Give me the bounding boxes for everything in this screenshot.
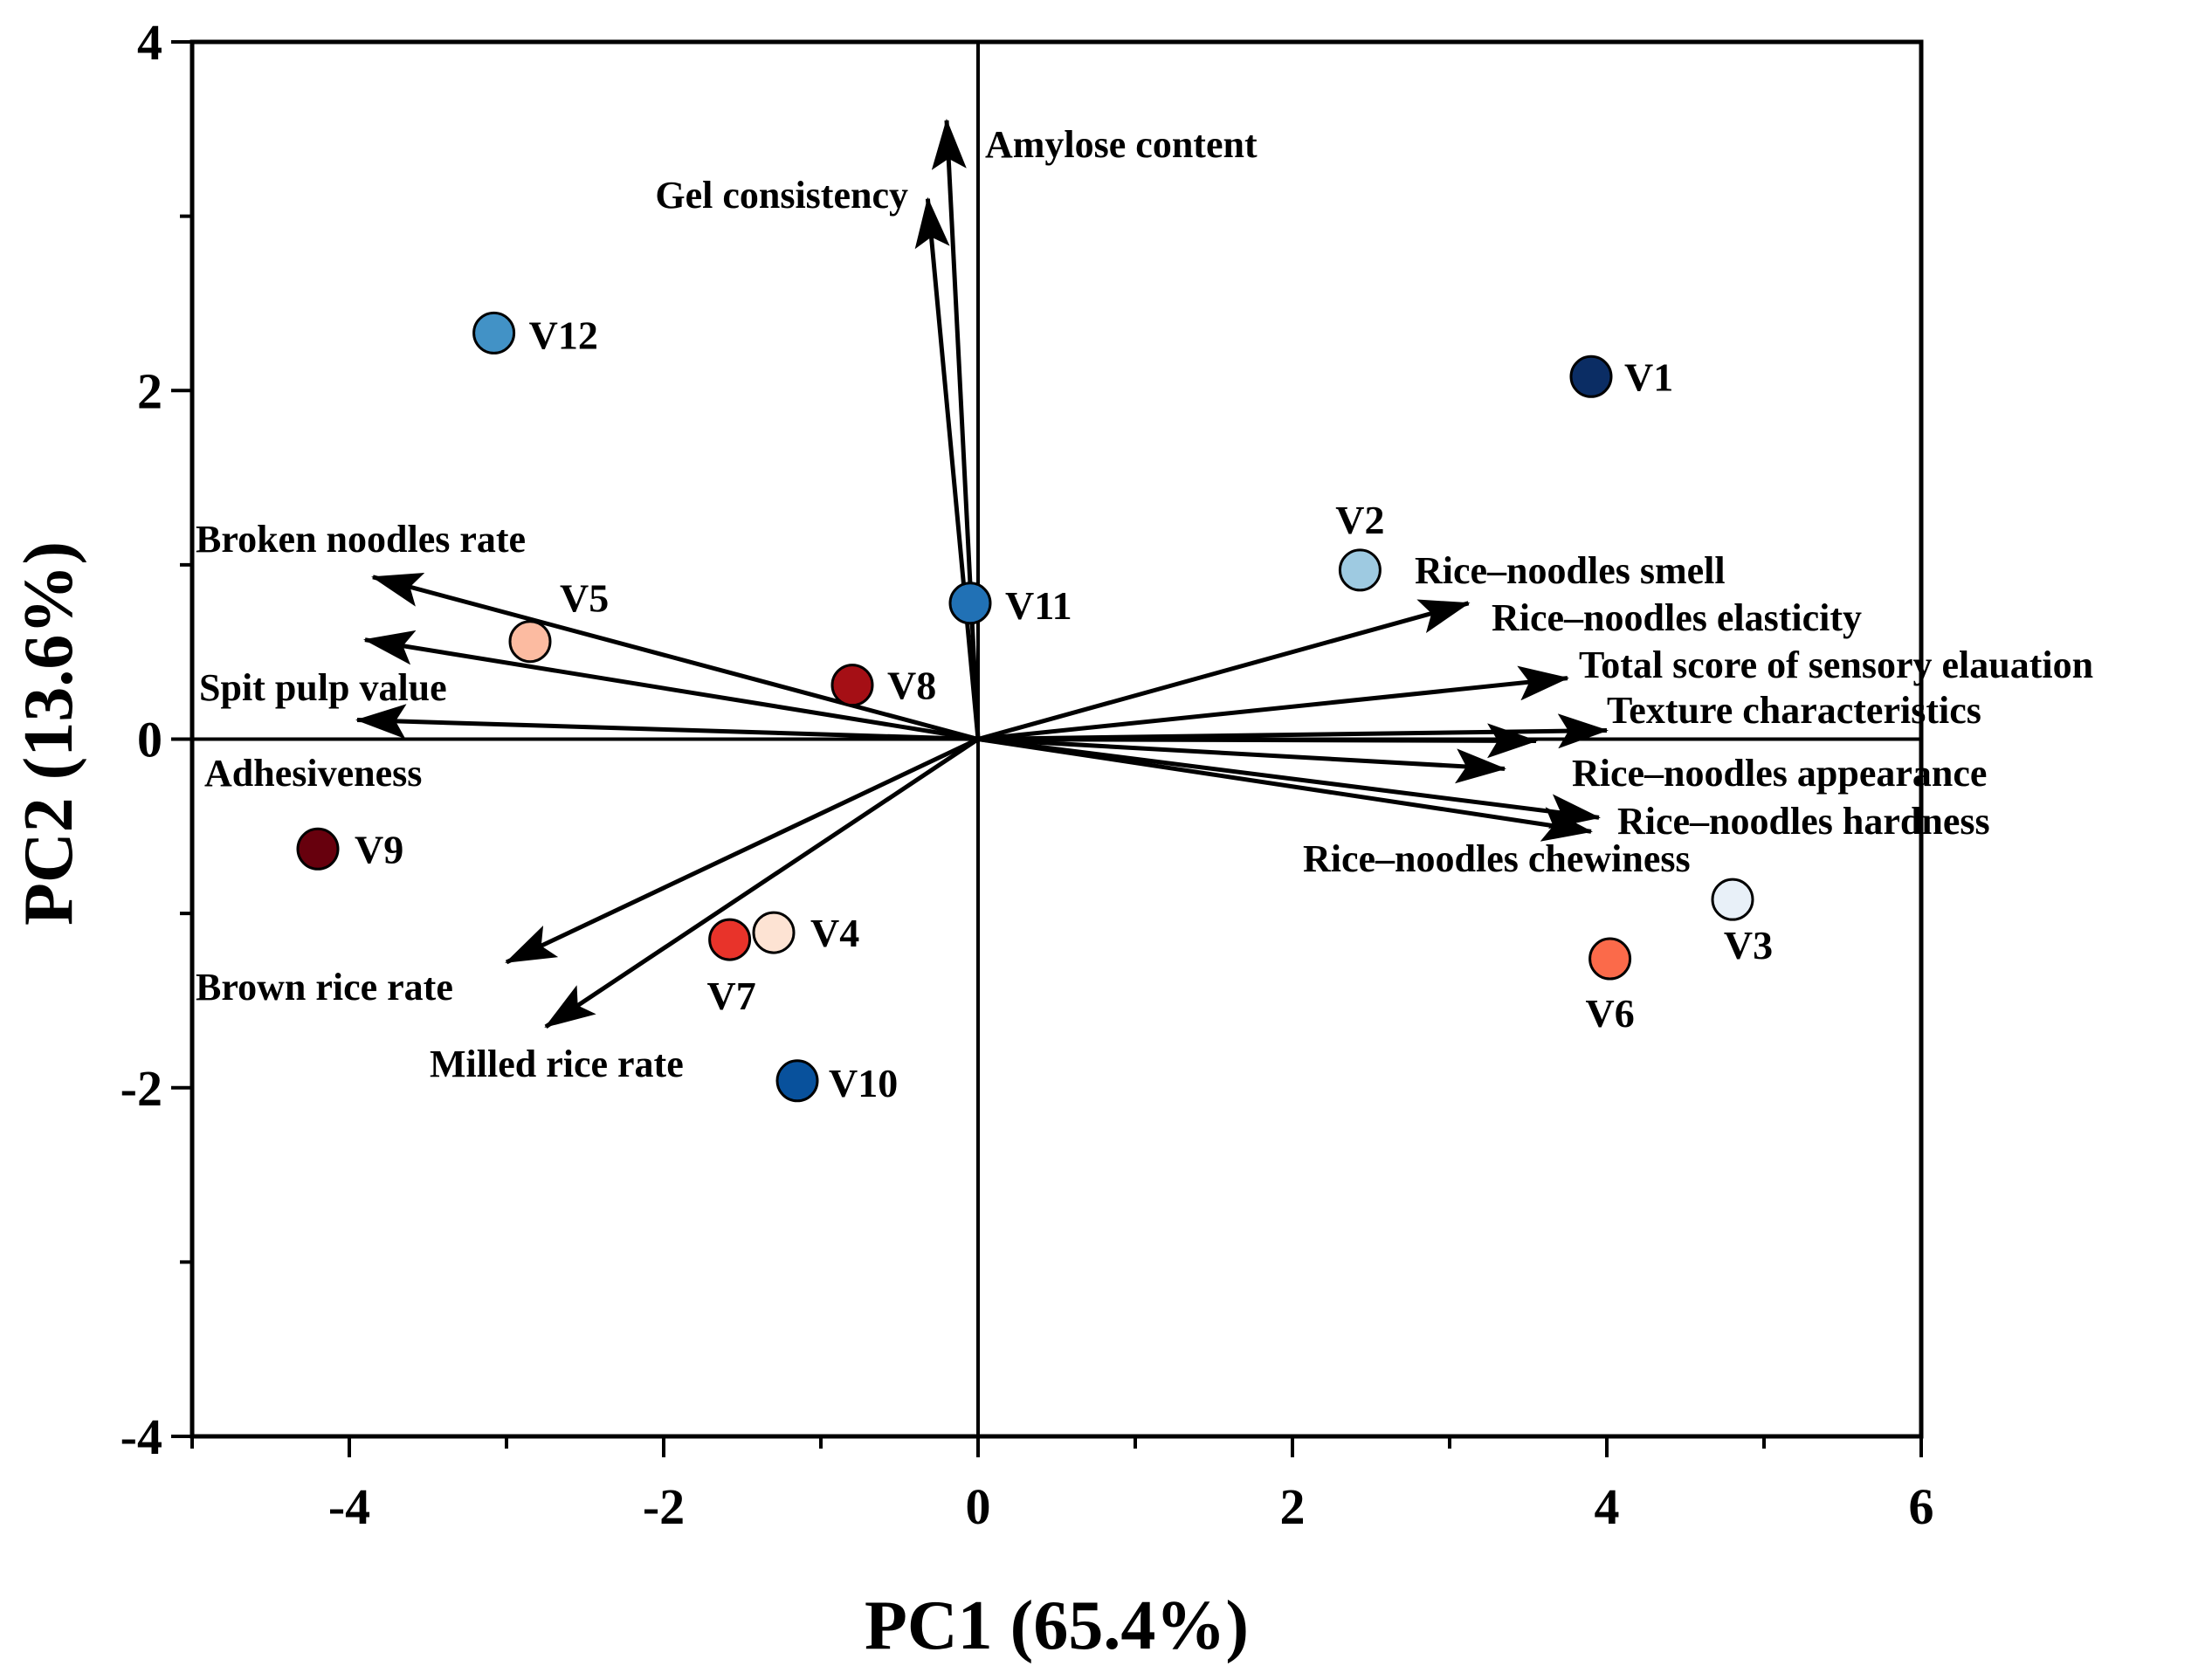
loading-label: Rice–noodles appearance xyxy=(1572,752,1987,795)
x-tick-label: 0 xyxy=(966,1478,991,1535)
sample-point-v4 xyxy=(752,911,796,954)
loading-arrow xyxy=(977,665,1569,741)
sample-point-v5 xyxy=(508,620,552,664)
loading-label: Rice–noodles elasticity xyxy=(1492,596,1862,639)
sample-label: V6 xyxy=(1585,991,1634,1036)
sample-label: V7 xyxy=(706,974,755,1018)
y-tick-label: -2 xyxy=(121,1060,162,1117)
loading-label: Broken noodles rate xyxy=(196,518,526,561)
loading-arrow xyxy=(977,737,1506,784)
sample-point-v1 xyxy=(1569,355,1613,398)
loading-label: Rice–noodles smell xyxy=(1415,549,1726,592)
loading-label: Total score of sensory elauation xyxy=(1579,644,2093,686)
sample-label: V12 xyxy=(529,313,598,357)
x-tick-label: -4 xyxy=(328,1478,370,1535)
x-axis-title: PC1 (65.4%) xyxy=(865,1587,1249,1664)
sample-point-v8 xyxy=(830,664,874,707)
loading-arrow xyxy=(977,737,1593,842)
loading-label: Milled rice rate xyxy=(430,1043,684,1085)
loading-arrow xyxy=(505,737,980,965)
sample-point-v9 xyxy=(296,827,340,871)
loading-arrow xyxy=(977,599,1471,741)
y-tick-label: 2 xyxy=(137,362,162,419)
sample-point-v3 xyxy=(1711,878,1754,921)
loading-arrow xyxy=(355,704,979,741)
loading-arrow xyxy=(914,196,981,740)
sample-label: V9 xyxy=(355,827,403,871)
x-tick-label: 2 xyxy=(1280,1478,1306,1535)
y-tick-label: -4 xyxy=(121,1408,162,1465)
loading-arrow xyxy=(544,737,980,1029)
loading-arrow xyxy=(363,630,979,741)
y-tick-label: 0 xyxy=(137,712,162,768)
sample-label: V4 xyxy=(810,911,859,955)
sample-label: V2 xyxy=(1335,498,1384,542)
loading-label: Brown rice rate xyxy=(196,966,453,1009)
sample-label: V1 xyxy=(1624,355,1673,399)
sample-label: V10 xyxy=(829,1061,898,1105)
x-tick-label: -2 xyxy=(643,1478,685,1535)
loading-label: Rice–noodles hardness xyxy=(1617,800,1990,843)
y-tick-label: 4 xyxy=(137,14,162,71)
sample-label: V11 xyxy=(1005,583,1072,628)
loading-label: Amylose content xyxy=(985,123,1258,166)
sample-point-v11 xyxy=(948,582,992,625)
loading-label: Rice–noodles chewiness xyxy=(1303,837,1691,880)
loading-arrow xyxy=(371,573,979,741)
sample-label: V3 xyxy=(1724,923,1773,967)
sample-point-v6 xyxy=(1588,937,1632,981)
sample-point-v7 xyxy=(708,918,752,961)
loading-label: Adhesiveness xyxy=(204,752,422,795)
sample-point-v10 xyxy=(775,1059,819,1103)
sample-point-v2 xyxy=(1338,548,1382,592)
x-tick-label: 6 xyxy=(1909,1478,1934,1535)
sample-label: V5 xyxy=(560,576,609,621)
loading-arrow xyxy=(931,118,981,740)
loading-arrow xyxy=(977,737,1601,830)
loading-label: Texture characteristics xyxy=(1607,689,1981,732)
sample-point-v12 xyxy=(472,311,516,355)
loading-label: Spit pulp value xyxy=(199,666,447,709)
sample-label: V8 xyxy=(887,664,936,708)
x-tick-label: 4 xyxy=(1595,1478,1620,1535)
y-axis-title: PC2 (13.6%) xyxy=(10,541,87,926)
loading-label: Gel consistency xyxy=(655,174,908,217)
loading-arrow xyxy=(977,723,1538,759)
